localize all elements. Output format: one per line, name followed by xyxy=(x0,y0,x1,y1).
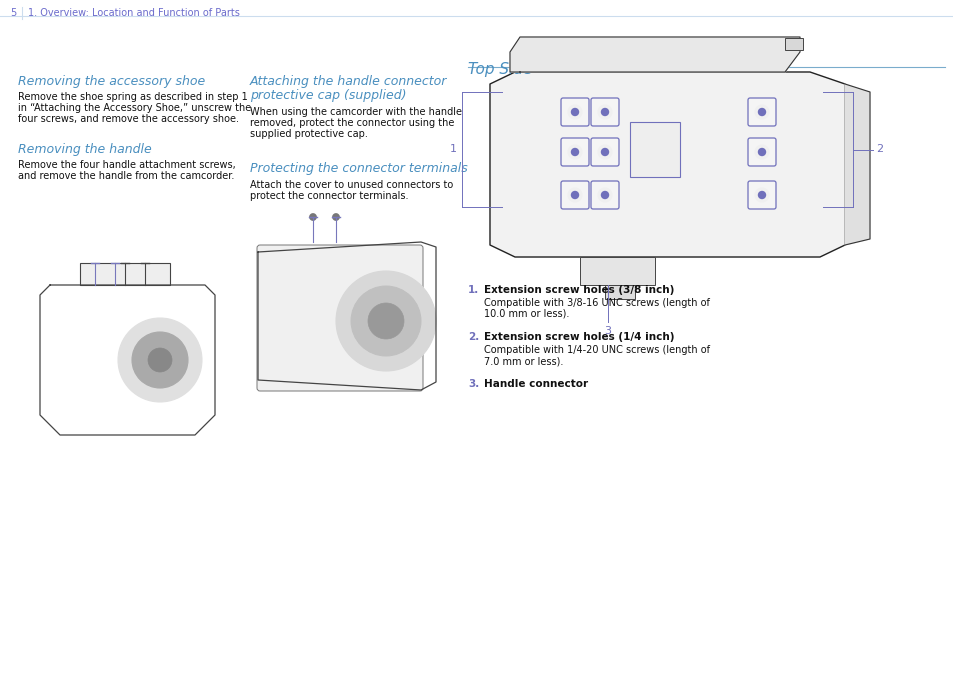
FancyBboxPatch shape xyxy=(256,245,422,391)
Text: and remove the handle from the camcorder.: and remove the handle from the camcorder… xyxy=(18,171,234,181)
Circle shape xyxy=(567,105,581,119)
Text: Handle connector: Handle connector xyxy=(483,379,587,389)
Circle shape xyxy=(132,332,188,388)
Circle shape xyxy=(351,286,420,356)
Text: Removing the accessory shoe: Removing the accessory shoe xyxy=(18,75,205,88)
Circle shape xyxy=(598,145,612,159)
Circle shape xyxy=(601,109,608,115)
FancyBboxPatch shape xyxy=(560,181,588,209)
Text: four screws, and remove the accessory shoe.: four screws, and remove the accessory sh… xyxy=(18,114,239,124)
FancyBboxPatch shape xyxy=(590,138,618,166)
Circle shape xyxy=(598,188,612,202)
Bar xyxy=(579,257,655,285)
FancyBboxPatch shape xyxy=(747,181,775,209)
Circle shape xyxy=(754,188,768,202)
Circle shape xyxy=(148,348,172,372)
Bar xyxy=(784,38,802,50)
Circle shape xyxy=(335,271,436,371)
Text: Extension screw holes (3/8 inch): Extension screw holes (3/8 inch) xyxy=(483,285,674,295)
Circle shape xyxy=(598,105,612,119)
FancyBboxPatch shape xyxy=(560,98,588,126)
Circle shape xyxy=(601,148,608,155)
Text: 3: 3 xyxy=(604,326,611,336)
Bar xyxy=(80,263,170,285)
Text: Protecting the connector terminals: Protecting the connector terminals xyxy=(250,162,467,175)
Circle shape xyxy=(368,303,403,339)
Text: When using the camcorder with the handle: When using the camcorder with the handle xyxy=(250,107,461,117)
Circle shape xyxy=(758,148,764,155)
Circle shape xyxy=(333,213,339,221)
Text: Top Side: Top Side xyxy=(468,62,532,77)
Bar xyxy=(629,122,679,177)
Text: 7.0 mm or less).: 7.0 mm or less). xyxy=(483,356,563,366)
FancyBboxPatch shape xyxy=(747,98,775,126)
Text: Remove the shoe spring as described in step 1: Remove the shoe spring as described in s… xyxy=(18,92,248,102)
Text: supplied protective cap.: supplied protective cap. xyxy=(250,129,368,139)
Text: 1. Overview: Location and Function of Parts: 1. Overview: Location and Function of Pa… xyxy=(28,8,239,18)
Circle shape xyxy=(309,213,316,221)
Text: Attach the cover to unused connectors to: Attach the cover to unused connectors to xyxy=(250,180,453,190)
Circle shape xyxy=(567,188,581,202)
Text: Compatible with 3/8-16 UNC screws (length of: Compatible with 3/8-16 UNC screws (lengt… xyxy=(483,298,709,308)
Text: 2: 2 xyxy=(875,144,882,155)
Text: protect the connector terminals.: protect the connector terminals. xyxy=(250,191,408,201)
Circle shape xyxy=(758,192,764,198)
Text: 10.0 mm or less).: 10.0 mm or less). xyxy=(483,309,569,319)
Text: 3.: 3. xyxy=(468,379,478,389)
FancyBboxPatch shape xyxy=(590,98,618,126)
Circle shape xyxy=(571,192,578,198)
Text: Remove the four handle attachment screws,: Remove the four handle attachment screws… xyxy=(18,160,235,170)
Text: Extension screw holes (1/4 inch): Extension screw holes (1/4 inch) xyxy=(483,332,674,342)
Text: Removing the handle: Removing the handle xyxy=(18,143,152,156)
Circle shape xyxy=(601,192,608,198)
Text: 5: 5 xyxy=(10,8,16,18)
Text: removed, protect the connector using the: removed, protect the connector using the xyxy=(250,118,454,128)
Circle shape xyxy=(567,145,581,159)
Polygon shape xyxy=(490,72,844,257)
Bar xyxy=(604,285,635,299)
Text: in “Attaching the Accessory Shoe,” unscrew the: in “Attaching the Accessory Shoe,” unscr… xyxy=(18,103,251,113)
FancyBboxPatch shape xyxy=(560,138,588,166)
Text: Attaching the handle connector: Attaching the handle connector xyxy=(250,75,447,88)
Text: Compatible with 1/4-20 UNC screws (length of: Compatible with 1/4-20 UNC screws (lengt… xyxy=(483,345,709,355)
Circle shape xyxy=(754,145,768,159)
Polygon shape xyxy=(510,37,800,72)
Circle shape xyxy=(758,109,764,115)
Text: 2.: 2. xyxy=(468,332,478,342)
Text: protective cap (supplied): protective cap (supplied) xyxy=(250,89,406,102)
Circle shape xyxy=(754,105,768,119)
Circle shape xyxy=(571,148,578,155)
FancyBboxPatch shape xyxy=(747,138,775,166)
Polygon shape xyxy=(844,84,869,245)
Circle shape xyxy=(571,109,578,115)
FancyBboxPatch shape xyxy=(590,181,618,209)
Text: 1.: 1. xyxy=(468,285,478,295)
Text: 1: 1 xyxy=(450,144,456,155)
Circle shape xyxy=(118,318,202,402)
